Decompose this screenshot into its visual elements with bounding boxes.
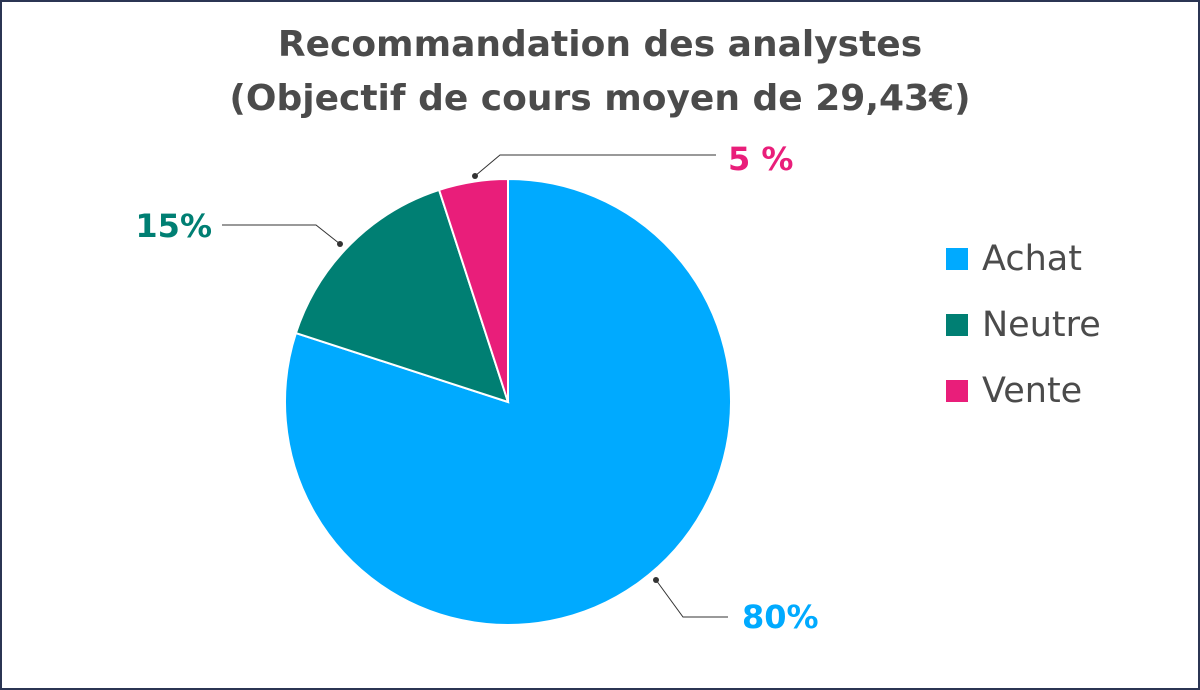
leader-dot-neutre (337, 241, 343, 247)
legend-item-achat: Achat (946, 226, 1101, 292)
data-label-neutre: 15% (135, 207, 212, 245)
legend-swatch-neutre (946, 314, 968, 336)
leader-line-vente (474, 154, 716, 177)
legend-item-neutre: Neutre (946, 292, 1101, 358)
chart-subtitle: (Objectif de cours moyen de 29,43€) (229, 78, 971, 119)
pie-slice-vente (437, 177, 509, 403)
legend-label-vente: Vente (982, 371, 1083, 411)
pie-slice-neutre (294, 188, 510, 404)
chart-title: Recommandation des analystes (277, 24, 923, 65)
data-labels: 80% 15% 5 % (135, 140, 818, 636)
pie-slices (284, 177, 732, 626)
legend-item-vente: Vente (946, 358, 1101, 424)
data-label-achat: 80% (742, 598, 819, 636)
legend: Achat Neutre Vente (946, 226, 1101, 424)
legend-label-neutre: Neutre (982, 305, 1101, 345)
leader-line-achat (655, 579, 728, 618)
leader-dot-vente (472, 173, 478, 179)
leader-line-neutre (222, 224, 341, 245)
data-label-vente: 5 % (728, 140, 793, 178)
leader-dot-achat (653, 577, 659, 583)
legend-swatch-vente (946, 380, 968, 402)
legend-label-achat: Achat (982, 239, 1082, 279)
chart-title-block: Recommandation des analystes (Objectif d… (0, 18, 1200, 126)
legend-swatch-achat (946, 248, 968, 270)
leader-lines (222, 154, 728, 618)
